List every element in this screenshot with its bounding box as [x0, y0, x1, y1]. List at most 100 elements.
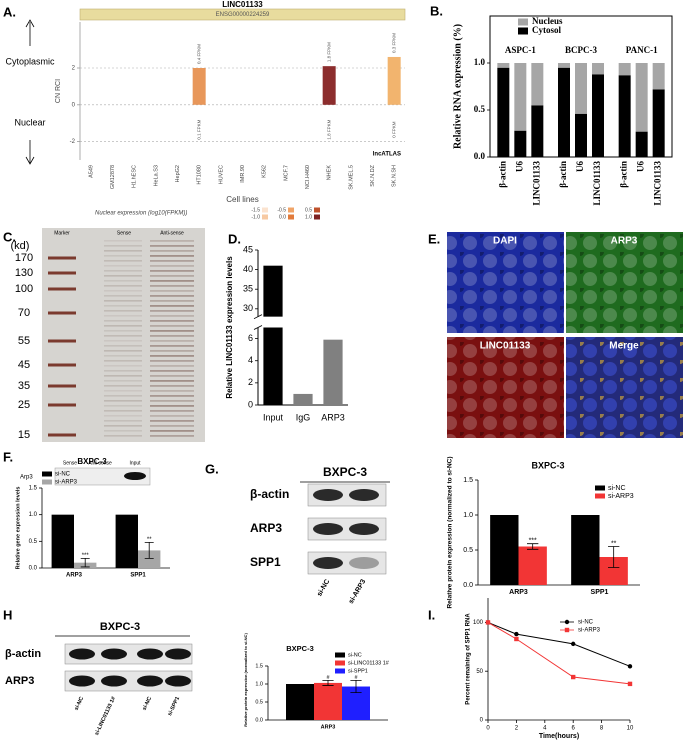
blot-row-label: β-actin: [250, 487, 289, 501]
blot-strip: [54, 467, 151, 486]
bar: [592, 63, 604, 75]
gel-band: [48, 311, 76, 315]
point: [514, 631, 519, 637]
legend-swatch: [288, 207, 294, 213]
bar: [263, 265, 283, 405]
blot-lane-label: Input: [129, 460, 141, 466]
arrow-head: [25, 156, 35, 165]
blot-band: [313, 489, 343, 501]
error-bar: [608, 546, 620, 568]
legend-label: -1.0: [251, 214, 260, 220]
gel-band: [48, 339, 76, 343]
blot-band: [101, 675, 127, 687]
gel-smear: [104, 295, 142, 297]
x-tick-label: MCF.7: [283, 165, 289, 181]
gel-smear: [150, 245, 194, 247]
legend-label: si-NC: [55, 472, 71, 478]
gel-smear: [104, 290, 142, 292]
blot-row-label: Arp3: [20, 475, 33, 481]
legend-swatch: [314, 214, 320, 220]
blot-band: [349, 489, 379, 501]
bar: [293, 393, 313, 405]
blot-band: [165, 675, 191, 687]
legend-title: Nuclear expression (log10(FPKM)): [95, 211, 187, 217]
gel-smear: [104, 375, 142, 377]
bar: [575, 113, 587, 157]
bar: [618, 75, 631, 157]
gel-band: [48, 403, 76, 407]
bar: [635, 63, 648, 132]
x-tick-label: GM12878: [110, 165, 116, 189]
bar: [514, 130, 527, 157]
x-tick-label: ARP3: [66, 573, 83, 579]
legend-swatch: [335, 668, 345, 674]
bar: [558, 67, 570, 157]
blot-lane-label: Sense: [63, 460, 77, 466]
axis-break: [253, 325, 263, 330]
y-tick-label: 6: [248, 333, 253, 343]
blot-band: [313, 523, 343, 535]
gel-smear: [150, 330, 194, 332]
x-tick-label: 6: [572, 726, 576, 732]
blot-lane-label: si-LINC01133 1#: [94, 696, 117, 737]
point: [485, 620, 491, 625]
legend-swatch: [314, 207, 320, 213]
legend-swatch: [262, 214, 268, 220]
lane-label: Anti-sense: [160, 230, 184, 236]
bar: [518, 546, 547, 585]
x-tick-label: SPP1: [130, 573, 146, 579]
gel-smear: [104, 385, 142, 387]
x-tick-label: LINC01133: [653, 161, 663, 206]
gel-smear: [104, 360, 142, 362]
bar: [531, 63, 544, 106]
arrow-head: [25, 19, 35, 28]
y-tick-label: 0: [480, 718, 484, 724]
bar: [387, 56, 401, 105]
marker-label: 15: [18, 429, 30, 441]
significance: ***: [82, 553, 90, 559]
bar: [618, 63, 631, 76]
legend-marker: [564, 627, 570, 633]
legend-label: 0.0: [279, 214, 286, 220]
gel-smear: [104, 410, 142, 412]
legend-swatch: [262, 207, 268, 213]
bar: [322, 66, 336, 105]
gel-smear: [150, 395, 194, 397]
micrograph-texture: [447, 337, 564, 438]
gel-band: [48, 271, 76, 275]
gel-smear: [104, 270, 142, 272]
x-tick-label: HepG2: [175, 165, 181, 182]
axis-break: [253, 314, 263, 320]
y-axis-label: Relative LINC01133 expression levels: [225, 256, 234, 399]
bar: [138, 550, 161, 568]
gel-smear: [104, 285, 142, 287]
blot-title: BXPC-3: [100, 621, 140, 633]
gel-smear: [104, 425, 142, 427]
chart-title: BXPC-3: [531, 460, 564, 470]
side-label: Nuclear: [14, 117, 45, 127]
group-label: BCPC-3: [565, 45, 597, 55]
y-tick-label: 0: [248, 399, 253, 409]
gel-smear: [104, 335, 142, 337]
legend-swatch: [518, 18, 528, 26]
group-label: ASPC-1: [505, 45, 536, 55]
gel-smear: [150, 425, 194, 427]
gel-smear: [150, 305, 194, 307]
panel-label: A.: [3, 4, 16, 19]
legend-swatch: [335, 652, 345, 658]
gel-smear: [104, 430, 142, 432]
blot-row-label: β-actin: [5, 648, 41, 660]
gel-smear: [150, 410, 194, 412]
gel-smear: [150, 355, 194, 357]
gel-smear: [104, 280, 142, 282]
gel-smear: [150, 390, 194, 392]
point: [514, 636, 519, 642]
gel-smear: [104, 250, 142, 252]
gel-smear: [150, 275, 194, 277]
gel-smear: [150, 375, 194, 377]
x-tick-label: 8: [600, 726, 604, 732]
gel-smear: [104, 390, 142, 392]
bar: [635, 131, 648, 157]
legend-label: Cytosol: [532, 25, 561, 35]
gel-smear: [104, 400, 142, 402]
